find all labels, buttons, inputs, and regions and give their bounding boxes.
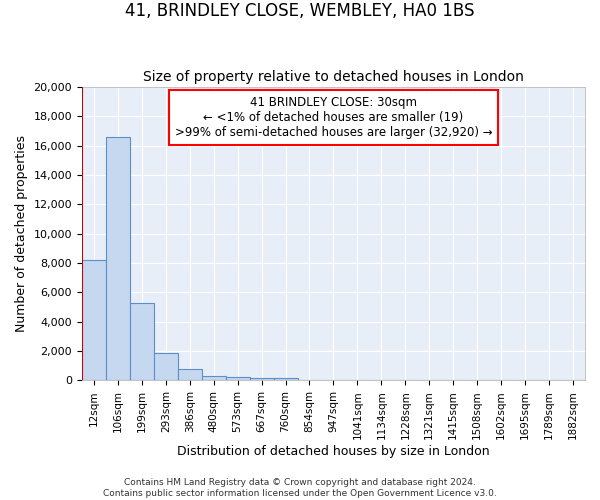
Title: Size of property relative to detached houses in London: Size of property relative to detached ho… xyxy=(143,70,524,85)
Bar xyxy=(202,376,226,380)
Bar xyxy=(82,260,106,380)
Bar xyxy=(250,378,274,380)
Text: Contains HM Land Registry data © Crown copyright and database right 2024.
Contai: Contains HM Land Registry data © Crown c… xyxy=(103,478,497,498)
Text: 41, BRINDLEY CLOSE, WEMBLEY, HA0 1BS: 41, BRINDLEY CLOSE, WEMBLEY, HA0 1BS xyxy=(125,2,475,21)
Text: 41 BRINDLEY CLOSE: 30sqm
← <1% of detached houses are smaller (19)
>99% of semi-: 41 BRINDLEY CLOSE: 30sqm ← <1% of detach… xyxy=(175,96,492,139)
Bar xyxy=(130,302,154,380)
Bar xyxy=(154,354,178,380)
Bar xyxy=(226,377,250,380)
Bar xyxy=(106,137,130,380)
Bar xyxy=(178,370,202,380)
Bar xyxy=(274,378,298,380)
Y-axis label: Number of detached properties: Number of detached properties xyxy=(15,136,28,332)
X-axis label: Distribution of detached houses by size in London: Distribution of detached houses by size … xyxy=(177,444,490,458)
